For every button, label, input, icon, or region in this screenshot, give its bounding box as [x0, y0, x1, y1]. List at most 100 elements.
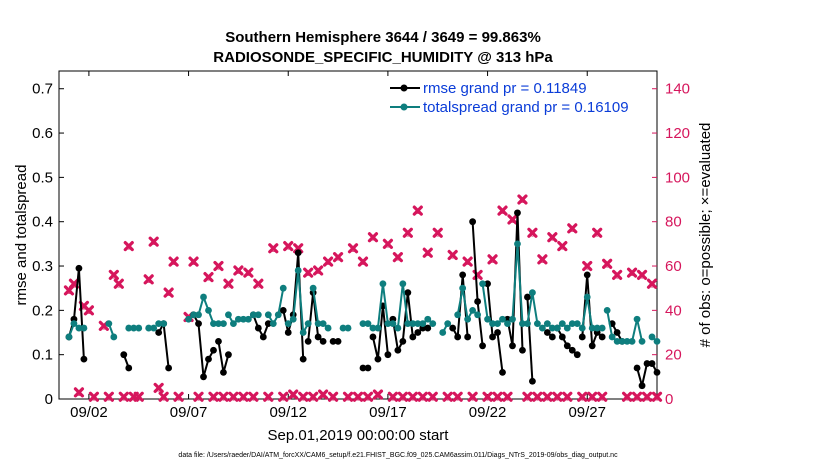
obs-evaluated-marker: [557, 240, 568, 252]
rmse-point: [588, 342, 596, 350]
totalspread-point: [399, 280, 407, 288]
rmse-point: [359, 364, 367, 372]
totalspread-point: [75, 324, 83, 332]
rmse-point: [424, 324, 432, 332]
totalspread-point: [524, 320, 531, 328]
obs-evaluated-marker: [582, 260, 593, 272]
obs-evaluated-marker: [308, 391, 319, 402]
right-tick-label: 80: [665, 214, 682, 231]
x-tick-label: 09/22: [469, 404, 507, 421]
totalspread-point: [439, 329, 447, 336]
totalspread-point: [269, 320, 277, 328]
totalspread-point: [389, 320, 397, 328]
x-axis-ticks: 09/02 09/07 09/12 09/17 09/22 09/27: [70, 71, 606, 421]
totalspread-point: [419, 320, 427, 328]
obs-evaluated-marker: [153, 382, 164, 394]
legend-label-rmse: rmse grand pr = 0.11849: [423, 80, 587, 97]
left-tick-label: 0.4: [32, 214, 53, 231]
obs-evaluated-marker: [587, 391, 598, 402]
rmse-point: [653, 369, 661, 376]
rmse-point: [449, 324, 457, 332]
obs-evaluated-marker: [133, 391, 144, 402]
obs-evaluated-marker: [173, 391, 184, 402]
chart-title-line2: RADIOSONDE_SPECIFIC_HUMIDITY @ 313 hPa: [213, 49, 553, 66]
data-file-footnote: data file: /Users/raeder/DAI/ATM_forcXX/…: [178, 452, 618, 459]
obs-evaluated-marker: [442, 391, 453, 402]
obs-evaluated-marker: [283, 240, 294, 252]
left-tick-label: 0.5: [32, 169, 53, 186]
obs-evaluated-marker: [233, 265, 244, 276]
rmse-point: [578, 333, 586, 341]
obs-evaluated-marker: [462, 256, 473, 267]
rmse-point: [299, 355, 307, 363]
obs-evaluated-marker: [88, 391, 99, 402]
totalspread-point: [215, 320, 222, 328]
totalspread-point: [244, 315, 252, 323]
right-tick-label: 40: [665, 302, 682, 319]
totalspread-point: [284, 320, 292, 328]
rmse-point: [329, 337, 337, 345]
totalspread-point: [239, 315, 247, 323]
left-tick-label: 0.3: [32, 258, 53, 275]
totalspread-point: [603, 306, 611, 314]
legend-label-spread: totalspread grand pr = 0.16109: [423, 99, 629, 116]
rmse-point: [558, 333, 566, 341]
totalspread-point: [519, 320, 526, 328]
totalspread-point: [474, 311, 481, 319]
obs-evaluated-marker: [527, 227, 538, 238]
rmse-point: [519, 346, 526, 354]
rmse-point: [125, 364, 133, 372]
legend-box: [386, 79, 648, 117]
obs-evaluated-marker: [592, 227, 603, 238]
totalspread-point: [653, 337, 661, 345]
obs-evaluated-marker: [108, 269, 119, 280]
rmse-point: [563, 342, 571, 350]
rmse-point: [499, 369, 506, 376]
legend-marker-rmse: [400, 84, 408, 92]
totalspread-point: [374, 324, 382, 332]
obs-evaluated-marker: [641, 391, 653, 402]
totalspread-point: [429, 320, 437, 328]
rmse-point: [494, 329, 501, 336]
obs-evaluated-marker: [238, 391, 249, 402]
obs-evaluated-marker: [158, 391, 169, 402]
totalspread-point: [319, 320, 327, 328]
obs-evaluated-marker: [303, 267, 314, 278]
obs-evaluated-marker: [313, 265, 324, 276]
rmse-point: [374, 355, 382, 363]
rmse-point: [543, 329, 551, 336]
totalspread-point: [274, 311, 282, 319]
obs-evaluated-marker: [248, 391, 259, 402]
x-tick-label: 09/12: [269, 404, 307, 421]
totalspread-point: [235, 315, 242, 323]
totalspread-line-segment: [267, 288, 285, 326]
rmse-point: [80, 355, 88, 363]
rmse-point: [514, 209, 521, 217]
obs-evaluated-marker: [73, 387, 85, 398]
totalspread-point: [573, 320, 581, 328]
totalspread-point: [469, 306, 477, 314]
obs-evaluated-marker: [447, 249, 458, 261]
totalspread-point: [414, 320, 422, 328]
x-axis-label: Sep.01,2019 00:00:00 start: [268, 427, 450, 444]
left-tick-label: 0.7: [32, 81, 53, 98]
obs-evaluated-marker: [517, 194, 528, 205]
obs-evaluated-marker: [228, 391, 239, 402]
totalspread-point: [130, 324, 138, 332]
obs-evaluated-marker: [567, 223, 578, 234]
obs-evaluated-marker: [631, 391, 643, 402]
plot-area: [58, 70, 658, 400]
rmse-point: [414, 329, 422, 336]
rmse-point: [613, 329, 621, 336]
obs-evaluated-marker: [507, 214, 518, 225]
rmse-point: [474, 298, 481, 305]
totalspread-point: [464, 315, 472, 323]
totalspread-point: [379, 280, 387, 288]
totalspread-point: [484, 315, 491, 323]
totalspread-point: [494, 320, 501, 328]
totalspread-point: [195, 311, 202, 319]
legend: rmse grand pr = 0.11849 totalspread gran…: [386, 79, 648, 117]
rmse-point: [583, 271, 591, 279]
totalspread-point: [294, 267, 302, 274]
totalspread-point: [70, 320, 78, 328]
